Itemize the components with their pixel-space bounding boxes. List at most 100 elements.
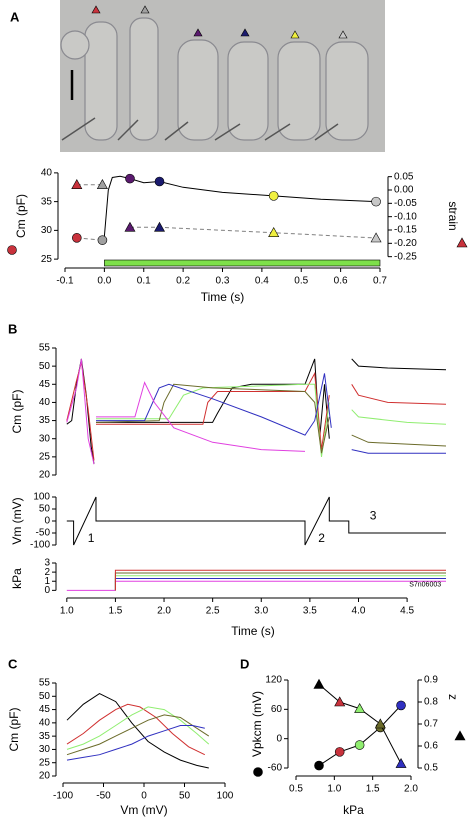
- y-tick-label: 45: [39, 379, 51, 390]
- y-tick-label: 50: [39, 504, 51, 515]
- cell: [60, 30, 90, 60]
- point: [374, 718, 386, 729]
- y2-tick-label: 0.9: [424, 675, 438, 686]
- series-line: [114, 569, 446, 591]
- y2-tick-label: -0.10: [394, 211, 417, 222]
- y-tick-label: 0: [44, 585, 50, 596]
- y-tick-label: 30: [39, 433, 51, 444]
- y2-tick-label: -0.25: [394, 251, 417, 262]
- panel-label: C: [8, 656, 18, 671]
- point: [313, 678, 325, 689]
- y-tick-label: 50: [39, 361, 51, 372]
- series-line: [66, 358, 306, 465]
- y2-tick-label: 0.6: [424, 741, 438, 752]
- y-axis-label: Cm (pF): [10, 390, 24, 434]
- y2-axis-label: z: [446, 694, 460, 700]
- series-line: [66, 496, 446, 546]
- y-tick-label: 30: [39, 744, 51, 755]
- y-tick-label: 45: [39, 704, 51, 715]
- x-tick-label: 4.0: [352, 606, 366, 617]
- series-line: [130, 226, 377, 239]
- point: [314, 760, 324, 771]
- y-tick-label: 3: [44, 558, 50, 569]
- series-line: [114, 578, 446, 591]
- x-tick-label: 2.0: [404, 784, 418, 795]
- photo-markers: [91, 5, 348, 39]
- series-line: [114, 575, 446, 591]
- cell: [84, 21, 118, 141]
- y-tick-label: 55: [39, 678, 51, 689]
- y2-axis-label: strain: [446, 201, 460, 230]
- pipettes: [61, 117, 339, 141]
- y2-tick-label: 0.00: [394, 185, 414, 196]
- point: [268, 227, 280, 237]
- x-tick-label: 0.4: [255, 276, 269, 287]
- x-tick-label: 1.0: [327, 784, 341, 795]
- series-line: [95, 383, 447, 454]
- series-line: [66, 706, 210, 750]
- annotation: S7n06003: [409, 582, 441, 589]
- cell: [227, 41, 269, 141]
- y-tick-label: 35: [39, 415, 51, 426]
- y-axis-label: Cm (pF): [7, 708, 21, 752]
- series-line: [318, 684, 402, 764]
- point: [395, 757, 407, 768]
- x-tick-label: -0.1: [56, 276, 74, 287]
- y-tick-label: 25: [41, 254, 53, 265]
- stimulus-bar: [104, 259, 381, 267]
- cell: [177, 39, 219, 141]
- x-tick-label: 1.5: [366, 784, 380, 795]
- annotation: 1: [88, 531, 95, 545]
- series-line: [66, 358, 447, 465]
- panel-label: D: [240, 656, 249, 671]
- x-axis-label: Time (s): [231, 624, 275, 638]
- annotation: 3: [370, 508, 377, 522]
- y-tick-label: 50: [39, 691, 51, 702]
- x-tick-label: 100: [217, 791, 234, 802]
- y-tick-label: 120: [265, 675, 282, 686]
- point: [71, 179, 83, 189]
- y-tick-label: -50: [36, 528, 51, 539]
- y2-tick-label: -0.15: [394, 225, 417, 236]
- x-tick-label: 2.0: [157, 606, 171, 617]
- y-tick-label: 2: [44, 567, 50, 578]
- x-tick-label: 0.0: [97, 276, 111, 287]
- x-tick-label: 2.5: [206, 606, 220, 617]
- y-tick-label: 20: [39, 470, 51, 481]
- x-tick-label: 0.5: [289, 784, 303, 795]
- y-tick-label: 0: [44, 516, 50, 527]
- x-tick-label: 0.5: [294, 276, 308, 287]
- series-line: [66, 725, 205, 761]
- y-tick-label: 0: [276, 733, 282, 744]
- series-line: [66, 693, 209, 769]
- x-tick-label: 0.2: [176, 276, 190, 287]
- cell: [325, 41, 369, 141]
- point: [370, 232, 382, 243]
- x-tick-label: 0.7: [373, 276, 387, 287]
- y-tick-label: 100: [33, 492, 50, 503]
- x-tick-label: 0.1: [137, 276, 151, 287]
- y-tick-label: 35: [41, 196, 53, 207]
- point: [153, 221, 166, 232]
- y2-tick-label: -0.20: [394, 238, 417, 249]
- y-tick-label: 40: [39, 717, 51, 728]
- y-tick-label: 30: [41, 225, 53, 236]
- y2-tick-label: 0.5: [424, 763, 438, 774]
- left-axis-key: [253, 767, 263, 777]
- point: [334, 696, 346, 707]
- x-tick-label: 3.0: [254, 606, 268, 617]
- y-axis-label: Vpkcm (mV): [250, 691, 264, 757]
- left-axis-key: [7, 245, 17, 255]
- y-tick-label: 20: [39, 771, 51, 782]
- y-tick-label: 1: [44, 576, 50, 587]
- point: [96, 179, 108, 189]
- panel-label: B: [8, 321, 17, 336]
- y-tick-label: -100: [30, 540, 50, 551]
- y2-tick-label: 0.05: [394, 171, 414, 182]
- micrograph: [60, 0, 385, 152]
- y-axis-label: kPa: [10, 568, 24, 589]
- y-tick-label: 25: [39, 451, 51, 462]
- x-tick-label: -100: [53, 791, 73, 802]
- series-line: [66, 703, 206, 756]
- y2-tick-label: 0.8: [424, 697, 438, 708]
